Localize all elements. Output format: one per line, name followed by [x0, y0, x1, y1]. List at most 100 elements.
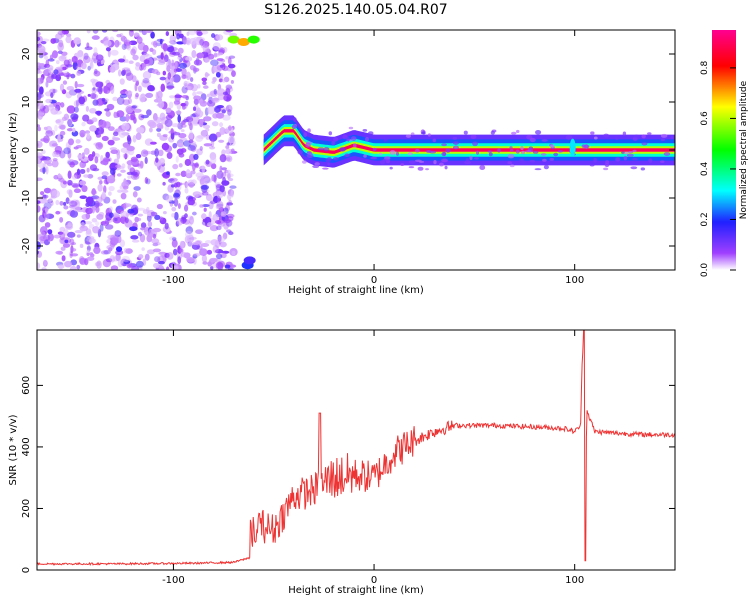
noise-dot	[191, 50, 197, 59]
noise-dot	[117, 259, 124, 268]
noise-dot	[128, 60, 134, 65]
noise-dot	[87, 173, 94, 179]
noise-dot	[132, 135, 137, 143]
noise-dot	[534, 168, 542, 171]
noise-dot	[221, 79, 227, 83]
noise-dot	[191, 242, 200, 246]
noise-dot	[206, 93, 211, 98]
noise-dot	[382, 158, 390, 162]
noise-dot	[219, 64, 224, 68]
noise-dot	[192, 91, 197, 97]
noise-dot	[291, 124, 297, 130]
noise-dot	[370, 156, 378, 160]
noise-dot	[132, 54, 139, 61]
noise-dot	[181, 74, 187, 80]
noise-dot	[171, 77, 175, 82]
noise-dot	[37, 102, 45, 110]
noise-dot	[50, 92, 54, 99]
noise-dot	[43, 187, 52, 194]
noise-dot	[121, 122, 130, 131]
noise-dot	[156, 71, 161, 76]
noise-dot	[187, 145, 196, 151]
noise-dot	[66, 71, 70, 80]
noise-dot	[605, 160, 610, 165]
noise-dot	[216, 170, 224, 179]
noise-dot	[225, 173, 234, 178]
noise-dot	[199, 248, 208, 256]
noise-dot	[116, 173, 122, 177]
noise-dot	[441, 143, 447, 147]
noise-dot	[520, 160, 527, 165]
noise-dot	[60, 246, 66, 251]
noise-dot	[212, 245, 219, 254]
noise-dot	[122, 69, 126, 75]
noise-dot	[532, 150, 539, 154]
noise-dot	[97, 183, 103, 192]
noise-dot	[66, 119, 72, 127]
noise-dot	[169, 95, 176, 99]
snr-y-axis-label: SNR (10 * v/v)	[8, 414, 19, 485]
noise-dot	[660, 133, 668, 138]
noise-dot	[141, 247, 145, 251]
noise-dot	[137, 85, 142, 93]
noise-dot	[81, 152, 85, 160]
noise-dot	[37, 157, 41, 164]
noise-blob	[237, 38, 250, 46]
noise-dot	[162, 181, 166, 186]
noise-dot	[98, 180, 103, 185]
noise-dot	[624, 151, 629, 155]
noise-dot	[155, 157, 159, 163]
noise-dot	[520, 146, 524, 151]
noise-dot	[94, 156, 99, 164]
noise-dot	[216, 58, 224, 62]
noise-dot	[507, 161, 513, 165]
noise-dot	[194, 193, 199, 198]
noise-dot	[124, 217, 129, 224]
noise-dot	[165, 31, 170, 37]
noise-dot	[110, 85, 115, 95]
noise-dot	[144, 253, 150, 261]
noise-dot	[201, 165, 206, 173]
noise-dot	[200, 129, 209, 137]
noise-dot	[139, 55, 146, 63]
noise-dot	[155, 262, 160, 268]
noise-dot	[112, 96, 119, 102]
noise-dot	[185, 226, 194, 235]
noise-dot	[227, 177, 234, 182]
noise-dot	[109, 255, 116, 263]
noise-dot	[157, 61, 166, 65]
noise-dot	[193, 153, 199, 161]
noise-dot	[154, 148, 159, 157]
noise-dot	[84, 46, 93, 51]
noise-dot	[92, 87, 96, 91]
noise-dot	[59, 150, 66, 159]
noise-dot	[225, 84, 233, 90]
noise-dot	[632, 149, 637, 153]
noise-dot	[44, 160, 51, 165]
noise-dot	[205, 128, 210, 132]
noise-dot	[175, 172, 181, 177]
noise-dot	[323, 147, 330, 152]
noise-dot	[367, 131, 374, 135]
noise-dot	[43, 126, 48, 130]
noise-dot	[172, 248, 178, 256]
y-tick-label: -10	[21, 190, 32, 206]
noise-dot	[333, 157, 339, 161]
noise-dot	[90, 253, 95, 258]
noise-dot	[44, 207, 48, 213]
noise-dot	[173, 100, 181, 105]
noise-dot	[225, 56, 229, 60]
noise-dot	[126, 134, 131, 142]
noise-dot	[70, 182, 80, 188]
noise-dot	[227, 57, 232, 65]
noise-dot	[122, 153, 129, 159]
noise-dot	[204, 240, 212, 244]
noise-dot	[39, 239, 45, 244]
noise-dot	[210, 266, 214, 270]
noise-dot	[529, 137, 536, 143]
noise-dot	[179, 240, 185, 249]
noise-dot	[187, 234, 194, 243]
noise-dot	[195, 229, 204, 235]
noise-dot	[225, 30, 234, 33]
noise-dot	[160, 83, 166, 92]
